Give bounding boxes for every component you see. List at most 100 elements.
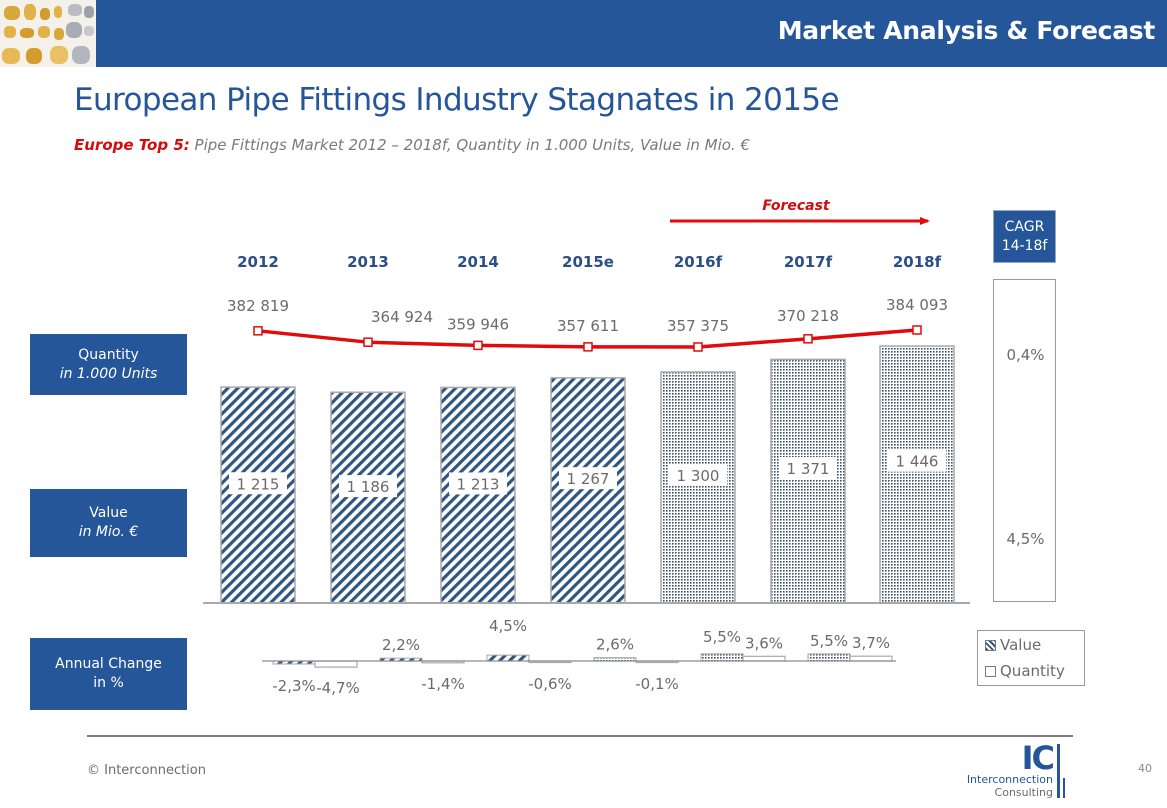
cagr-value-value: 4,5% — [1006, 530, 1045, 548]
legend-label-value: Value — [1000, 636, 1042, 654]
quantity-data-label: 359 946 — [447, 315, 509, 333]
quantity-point — [363, 337, 373, 347]
value-label-title: Value — [89, 505, 128, 521]
change-value-label: 5,5% — [703, 628, 741, 646]
quantity-data-label: 384 093 — [886, 296, 948, 314]
value-bar — [330, 391, 406, 604]
change-value-bar — [700, 653, 744, 662]
value-data-label: 1 186 — [347, 478, 390, 496]
change-quantity-label: -4,7% — [316, 679, 360, 697]
year-label: 2016f — [674, 253, 723, 271]
quantity-data-label: 357 375 — [667, 317, 729, 335]
year-label: 2012 — [237, 253, 279, 271]
value-data-label: 1 300 — [677, 467, 720, 485]
quantity-data-label: 370 218 — [777, 307, 839, 325]
change-value-bar — [486, 654, 530, 662]
value-label-unit: in Mio. € — [78, 524, 139, 540]
change-value-label: 2,2% — [382, 636, 420, 654]
year-label: 2015e — [562, 253, 614, 271]
change-value-label: 4,5% — [489, 617, 527, 635]
quantity-row-label: Quantity in 1.000 Units — [30, 334, 187, 395]
cagr-header-title: CAGR — [1004, 218, 1045, 235]
change-quantity-bar — [849, 655, 893, 662]
value-label-bg — [669, 463, 727, 486]
page-number: 40 — [1138, 762, 1152, 775]
forecast-label: Forecast — [762, 198, 831, 214]
value-bar — [660, 371, 736, 604]
change-quantity-bar — [314, 660, 358, 668]
quantity-point — [253, 326, 263, 336]
quantity-data-label: 382 819 — [227, 297, 289, 315]
logo-bar-small — [1063, 778, 1065, 798]
value-bar — [440, 386, 516, 604]
value-label-bg — [888, 449, 946, 472]
change-quantity-label: -1,4% — [421, 675, 465, 693]
quantity-point — [583, 342, 593, 352]
hatch-swatch-icon — [985, 639, 996, 651]
quantity-data-label: 357 611 — [557, 317, 619, 335]
cagr-box: 0,4% 4,5% — [993, 279, 1056, 602]
logo-line2: Consulting — [994, 786, 1053, 799]
logo-bar — [1057, 744, 1060, 798]
footer-divider — [87, 735, 1073, 737]
value-bar — [220, 386, 296, 604]
quantity-label-unit: in 1.000 Units — [59, 365, 158, 382]
change-quantity-label: -0,6% — [528, 675, 572, 693]
legend-label-quantity: Quantity — [1000, 662, 1065, 680]
section-title: Market Analysis & Forecast — [777, 16, 1156, 45]
quantity-label-title: Quantity — [78, 346, 139, 363]
subtitle-text: Pipe Fittings Market 2012 – 2018f, Quant… — [189, 136, 751, 154]
quantity-point — [912, 325, 922, 335]
subtitle-accent: Europe Top 5: — [74, 136, 190, 154]
annual-change-label-unit: in % — [93, 675, 124, 691]
change-quantity-label: 3,7% — [852, 634, 890, 652]
value-label-bg — [559, 467, 617, 490]
cagr-quantity-value: 0,4% — [1006, 346, 1045, 364]
legend-item-value: Value — [985, 636, 1041, 654]
value-data-label: 1 446 — [896, 453, 939, 471]
change-value-label: 2,6% — [596, 636, 634, 654]
change-quantity-label: -0,1% — [635, 675, 679, 693]
company-logo: IC Interconnection Consulting — [967, 739, 1078, 802]
year-label: 2017f — [784, 253, 833, 271]
quantity-point — [693, 342, 703, 352]
chart-legend: Value Quantity — [977, 630, 1085, 686]
value-row-label: Value in Mio. € — [30, 489, 187, 557]
value-bar — [879, 345, 955, 604]
value-data-label: 1 371 — [787, 460, 830, 478]
year-label: 2014 — [457, 253, 499, 271]
annual-change-row-label: Annual Change in % — [30, 638, 187, 710]
value-label-bg — [339, 475, 397, 498]
year-label: 2018f — [893, 253, 942, 271]
change-quantity-bar — [742, 655, 786, 662]
quantity-data-label: 364 924 — [371, 308, 433, 326]
value-label-bg — [229, 472, 287, 495]
pipe-fittings-image — [0, 0, 96, 67]
change-quantity-label: 3,6% — [745, 634, 783, 652]
change-value-bar — [807, 653, 851, 662]
empty-swatch-icon — [985, 665, 996, 677]
page-title: European Pipe Fittings Industry Stagnate… — [74, 82, 840, 118]
subtitle: Europe Top 5: Pipe Fittings Market 2012 … — [74, 136, 750, 154]
forecast-indicator: Forecast — [670, 198, 930, 225]
value-bar — [770, 358, 846, 604]
value-data-label: 1 215 — [237, 475, 280, 493]
logo-line1: Interconnection — [966, 773, 1053, 786]
legend-item-quantity: Quantity — [985, 662, 1065, 680]
annual-change-label-title: Annual Change — [55, 656, 162, 672]
value-data-label: 1 267 — [567, 470, 610, 488]
value-label-bg — [779, 457, 837, 480]
logo-mark: IC — [1021, 739, 1055, 777]
quantity-point — [473, 340, 483, 351]
value-label-bg — [449, 472, 507, 495]
header-bar: Market Analysis & Forecast — [0, 0, 1167, 67]
value-bar — [550, 377, 626, 604]
value-data-label: 1 213 — [457, 475, 500, 493]
quantity-point — [803, 334, 813, 344]
year-label: 2013 — [347, 253, 389, 271]
cagr-header-period: 14-18f — [1001, 237, 1048, 254]
cagr-header: CAGR 14-18f — [993, 210, 1056, 263]
change-value-label: -2,3% — [272, 677, 316, 695]
change-value-label: 5,5% — [810, 632, 848, 650]
